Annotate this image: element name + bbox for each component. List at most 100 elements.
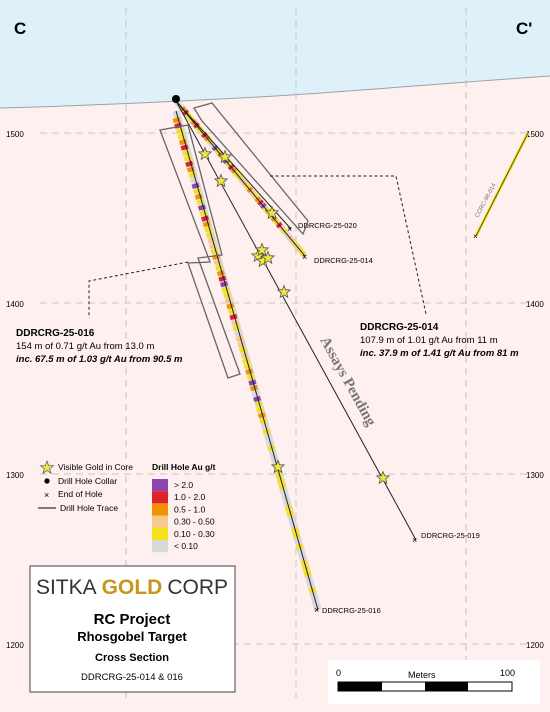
- assay-interval: [234, 330, 243, 337]
- callout-016-title: DDRCRG-25-016: [16, 328, 95, 339]
- elevation-label-right-1500: 1500: [526, 130, 544, 139]
- assay-interval: [210, 248, 219, 255]
- callout-016-line2: inc. 67.5 m of 1.03 g/t Au from 90.5 m: [16, 354, 183, 365]
- assay-interval: [264, 434, 273, 441]
- grade-legend-label: 0.30 - 0.50: [174, 517, 215, 527]
- assay-interval: [208, 242, 217, 250]
- assay-interval: [213, 259, 222, 266]
- project-title: RC Project: [94, 611, 171, 628]
- assay-interval: [207, 237, 216, 244]
- elevation-label-left-1300: 1300: [6, 471, 24, 480]
- assay-interval: [193, 188, 202, 195]
- assay-interval: [223, 291, 232, 299]
- callout-014-line1: 107.9 m of 1.01 g/t Au from 11 m: [360, 335, 498, 346]
- assay-interval: [248, 379, 257, 386]
- elevation-label-left-1400: 1400: [6, 300, 24, 309]
- assay-interval: [205, 231, 214, 239]
- grade-legend-swatch: [152, 540, 168, 553]
- end-of-hole-marker: ×: [473, 232, 478, 241]
- hole-019-label: DDRCRG-25-019: [421, 531, 480, 540]
- section-end-right: C': [516, 19, 532, 38]
- callout-014-line2: inc. 37.9 m of 1.41 g/t Au from 81 m: [360, 348, 519, 359]
- scale-max-label: 100: [500, 668, 515, 678]
- visible-gold-star: [217, 149, 233, 164]
- visible-gold-star: [264, 205, 280, 220]
- assay-interval: [229, 313, 238, 321]
- title-block-frame: [29, 565, 236, 693]
- assay-interval: [183, 155, 192, 162]
- visible-gold-star: [254, 242, 270, 257]
- grade-legend-swatch: [152, 479, 168, 492]
- assay-interval: [216, 270, 225, 277]
- assay-interval: [254, 401, 263, 408]
- assay-interval: [185, 160, 194, 168]
- elevation-label-right-1300: 1300: [526, 471, 544, 480]
- elevation-label-left-1200: 1200: [6, 641, 24, 650]
- title-block: SITKA GOLD CORP RC Project Rhosgobel Targe…: [29, 565, 236, 693]
- target-title: Rhosgobel Target: [77, 629, 187, 644]
- callout-014-title: DDRCRG-25-014: [360, 322, 439, 333]
- end-of-hole-icon: ×: [44, 490, 49, 500]
- assay-interval: [243, 363, 252, 370]
- section-holes: DDRCRG-25-014 & 016: [81, 672, 183, 683]
- elevation-label-left-1500: 1500: [6, 130, 24, 139]
- grade-legend-rows: > 2.0 1.0 - 2.0 0.5 - 1.0 0.30 - 0.50 0.10 -…: [152, 479, 215, 553]
- assay-interval: [175, 127, 184, 135]
- assay-interval: [257, 412, 266, 419]
- grade-legend-swatch: [152, 491, 168, 504]
- grid: [40, 8, 530, 698]
- elevation-label-right-1200: 1200: [526, 641, 544, 650]
- assay-interval: [197, 204, 206, 211]
- assay-interval: [201, 215, 210, 222]
- assay-interval: [253, 395, 262, 403]
- assay-interval: [186, 166, 195, 173]
- scale-unit-label: Meters: [408, 670, 436, 680]
- legend-collar-label: Drill Hole Collar: [58, 476, 117, 486]
- end-of-hole-marker: ×: [412, 535, 417, 545]
- callout-016-leader: [88, 261, 189, 318]
- elevation-label-right-1400: 1400: [526, 300, 544, 309]
- assay-interval: [204, 226, 213, 233]
- assay-interval: [227, 308, 236, 315]
- grade-legend: Drill Hole Au g/t > 2.0 1.0 - 2.0 0.5 - 1.…: [152, 462, 216, 553]
- assay-interval: [240, 352, 249, 359]
- legend-visible-gold-label: Visible Gold in Core: [58, 462, 133, 472]
- assay-interval: [251, 390, 260, 397]
- assay-interval: [219, 281, 228, 288]
- visible-gold-stars: [197, 146, 391, 485]
- assay-interval: [232, 324, 241, 332]
- assay-interval: [268, 450, 277, 457]
- assay-interval: [221, 286, 230, 293]
- assay-interval: [275, 472, 284, 479]
- assay-interval: [260, 423, 269, 430]
- callout-016-line1: 154 m of 0.71 g/t Au from 13.0 m: [16, 341, 154, 352]
- assay-interval: [189, 177, 198, 184]
- legend-end-of-hole-label: End of Hole: [58, 489, 103, 499]
- assay-interval: [178, 138, 187, 146]
- hole-014-trace: [175, 100, 306, 257]
- assay-interval: [224, 297, 233, 304]
- grade-legend-label: 0.5 - 1.0: [174, 504, 205, 514]
- visible-gold-star: [260, 250, 276, 265]
- drill-hole-collar: [172, 95, 180, 103]
- assay-interval: [226, 302, 235, 310]
- assay-interval: [238, 346, 247, 353]
- grade-legend-label: > 2.0: [174, 480, 193, 490]
- hole-014-label: DDRCRG-25-014: [314, 256, 373, 265]
- scale-bar: 0 Meters 100: [328, 660, 540, 704]
- assay-interval: [270, 455, 279, 463]
- callout-016: DDRCRG-25-016 154 m of 0.71 g/t Au from …: [16, 328, 183, 365]
- assay-interval: [215, 264, 224, 271]
- end-of-hole-marker: ×: [302, 252, 307, 262]
- assay-interval: [262, 428, 271, 435]
- legend-trace-label: Drill Hole Trace: [60, 503, 118, 513]
- section-end-left: C: [14, 19, 26, 38]
- grade-legend-title: Drill Hole Au g/t: [152, 462, 216, 472]
- grade-legend-label: < 0.10: [174, 541, 198, 551]
- assay-interval: [249, 384, 258, 392]
- visible-gold-star: [276, 284, 292, 299]
- hole-019-trace: [175, 100, 417, 541]
- hole-020-label: DDRCRG-25-020: [298, 221, 357, 230]
